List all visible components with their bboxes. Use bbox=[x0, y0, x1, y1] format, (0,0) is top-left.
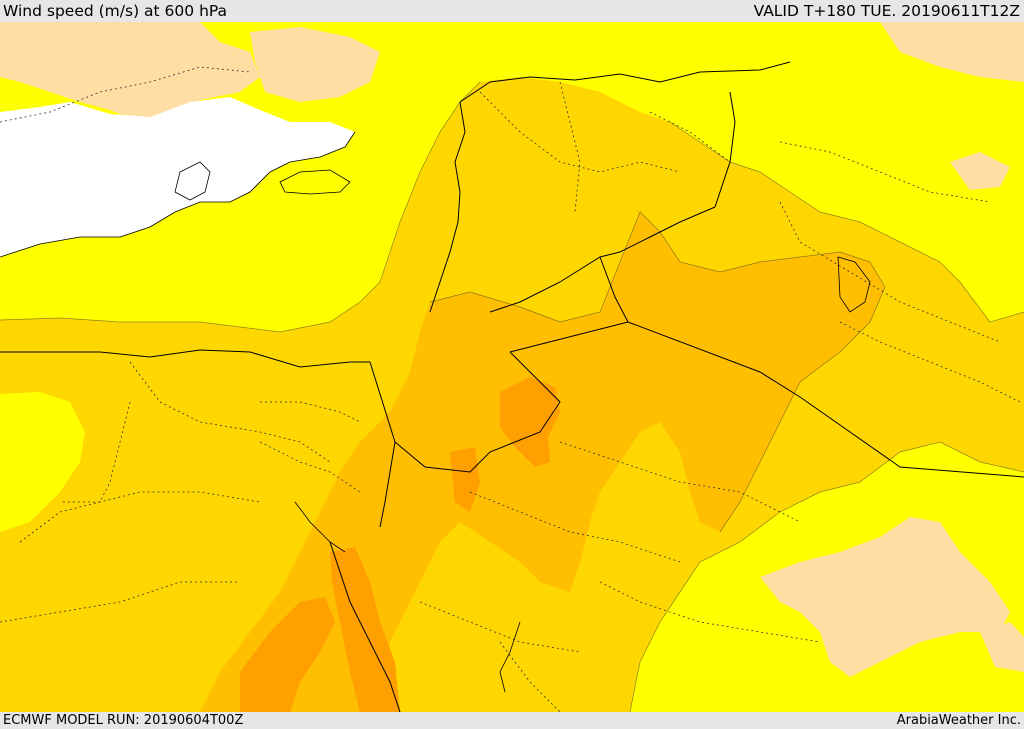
wind-speed-map[interactable] bbox=[0, 22, 1024, 712]
fill-low-northeast bbox=[880, 22, 1024, 82]
map-panel[interactable] bbox=[0, 22, 1024, 712]
model-run: ECMWF MODEL RUN: 20190604T00Z bbox=[3, 713, 244, 728]
fill-level-4-core-south bbox=[240, 597, 335, 712]
fill-level-4-core-north bbox=[500, 377, 560, 467]
header-bar: Wind speed (m/s) at 600 hPa VALID T+180 … bbox=[0, 0, 1024, 22]
fill-low-southeast bbox=[760, 517, 1010, 677]
province-borders bbox=[0, 66, 1021, 712]
fill-low-southeast-corner bbox=[980, 622, 1024, 672]
credit: ArabiaWeather Inc. bbox=[896, 713, 1021, 728]
contour-lines bbox=[0, 81, 1024, 712]
fill-level-4-core-east bbox=[450, 447, 480, 512]
fill-level-1-west-blob bbox=[0, 392, 85, 532]
fill-low-turkey bbox=[250, 27, 380, 102]
fill-level-1-north bbox=[0, 22, 1024, 332]
sea-mask-mediterranean bbox=[0, 97, 355, 257]
coastlines bbox=[0, 131, 871, 693]
country-borders bbox=[0, 61, 1024, 712]
fill-level-4-core-red-sea bbox=[330, 547, 400, 712]
map-title: Wind speed (m/s) at 600 hPa bbox=[3, 2, 228, 20]
valid-time: VALID T+180 TUE. 20190611T12Z bbox=[753, 2, 1020, 20]
footer-bar: ECMWF MODEL RUN: 20190604T00Z ArabiaWeat… bbox=[0, 712, 1024, 729]
fill-low-east-small bbox=[950, 152, 1010, 190]
fill-low-northwest bbox=[0, 22, 260, 122]
